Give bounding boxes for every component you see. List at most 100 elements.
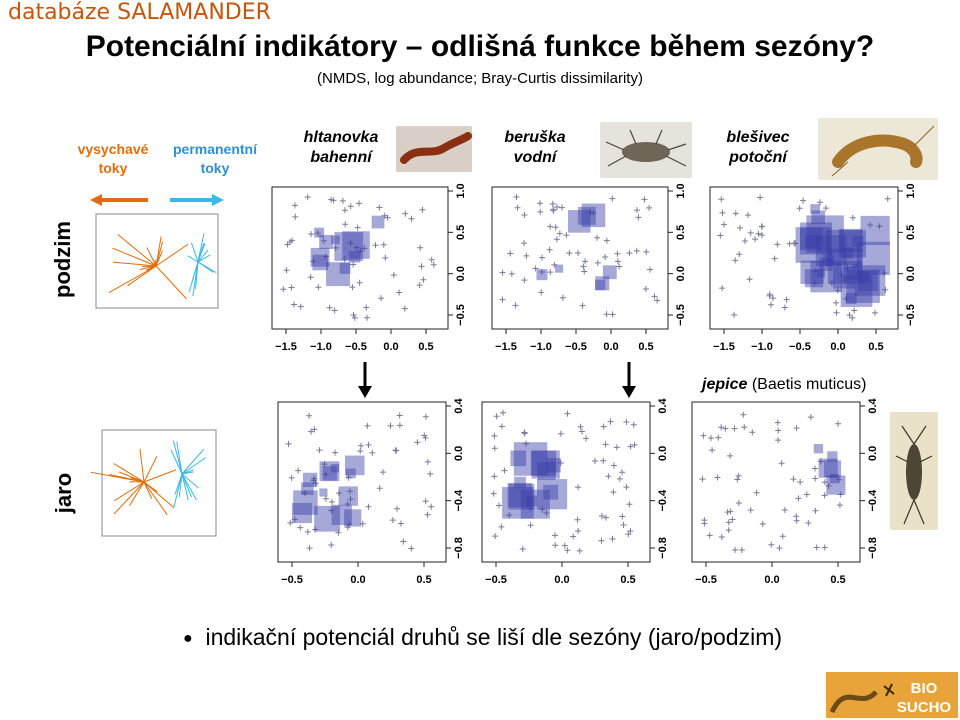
site-marker: [357, 442, 364, 449]
x-tick-label: −1.5: [495, 341, 517, 353]
abundance-square: [829, 474, 839, 484]
site-marker: [786, 240, 793, 247]
site-marker: [719, 285, 726, 292]
site-marker: [740, 411, 747, 418]
site-marker: [308, 428, 315, 435]
site-marker: [720, 221, 727, 228]
arrow-left-icon: [90, 194, 148, 206]
y-tick-label: 0.0: [675, 266, 687, 281]
y-tick-label: −0.5: [675, 304, 687, 326]
site-marker: [813, 544, 820, 551]
site-marker: [345, 474, 352, 481]
site-marker: [416, 282, 423, 289]
site-marker: [633, 247, 640, 254]
site-marker: [842, 277, 849, 284]
site-marker: [350, 311, 357, 318]
site-marker: [424, 511, 431, 518]
site-marker: [280, 286, 287, 293]
abundance-square: [826, 229, 862, 266]
site-marker: [722, 425, 729, 432]
x-tick-label: 0.5: [830, 574, 845, 586]
site-marker: [353, 244, 360, 251]
spring-panel-leech: −0.5 0.0 0.5 0.4 0.0 −0.4 −0.8: [277, 397, 465, 586]
abundance-square: [857, 270, 870, 283]
abundance-square: [840, 275, 873, 307]
site-marker: [564, 410, 571, 417]
abundance-square: [826, 475, 846, 495]
site-marker: [556, 230, 563, 237]
site-link-permanent: [195, 261, 199, 289]
abundance-square: [513, 442, 548, 476]
site-link-permanent: [190, 242, 199, 263]
site-marker: [790, 476, 797, 483]
site-marker: [821, 479, 828, 486]
site-marker: [397, 520, 404, 527]
site-marker: [335, 529, 342, 536]
y-tick-label: −0.8: [867, 537, 879, 559]
site-marker: [552, 542, 559, 549]
species-2-line2: vodní: [513, 149, 557, 166]
site-marker: [735, 499, 742, 506]
y-tick-label: 1.0: [675, 183, 687, 198]
abundance-square: [345, 468, 356, 479]
site-marker: [846, 312, 853, 319]
y-tick-label: 0.5: [675, 225, 687, 240]
site-marker: [579, 302, 586, 309]
site-marker: [651, 293, 658, 300]
abundance-square: [348, 251, 361, 263]
site-marker: [727, 452, 734, 459]
site-marker: [331, 307, 338, 314]
abundance-square: [508, 483, 535, 510]
abundance-square: [602, 265, 617, 280]
site-marker: [419, 206, 426, 213]
site-marker: [363, 304, 370, 311]
gammarus-photo: [818, 118, 938, 180]
abundance-square: [822, 254, 835, 267]
site-marker: [428, 256, 435, 263]
permanent-label-text: permanentní toky: [172, 141, 257, 176]
database-label: databáze SALAMANDER: [8, 0, 271, 25]
site-marker: [781, 506, 788, 513]
site-marker: [791, 240, 798, 247]
site-marker: [619, 513, 626, 520]
abundance-square: [800, 260, 824, 284]
site-marker: [396, 422, 403, 429]
plot-frame: [691, 401, 861, 563]
site-marker: [626, 250, 633, 257]
site-marker: [610, 489, 617, 496]
mayfly-name: jepice: [702, 376, 748, 393]
site-marker: [359, 520, 366, 527]
logo-line1: BIO: [911, 680, 938, 697]
abundance-square: [326, 262, 350, 287]
site-marker: [719, 209, 726, 216]
site-marker: [741, 424, 748, 431]
species-3-line1: blešivec: [726, 129, 790, 146]
site-link-permanent: [197, 233, 205, 263]
site-marker: [389, 517, 396, 524]
logo-line2: SUCHO: [897, 699, 952, 716]
abundance-square: [514, 476, 526, 489]
site-marker: [577, 423, 584, 430]
site-marker: [641, 196, 648, 203]
site-link-intermittent: [139, 448, 145, 483]
site-marker: [797, 478, 804, 485]
site-marker: [881, 269, 888, 276]
site-marker: [781, 304, 788, 311]
site-marker: [812, 507, 819, 514]
site-marker: [574, 249, 581, 256]
mayfly-photo: [890, 412, 938, 530]
site-marker: [603, 237, 610, 244]
abundance-square: [330, 464, 340, 473]
site-marker: [793, 425, 800, 432]
x-tick-label: −0.5: [281, 574, 303, 586]
site-marker: [592, 458, 599, 465]
site-link-intermittent: [143, 456, 158, 483]
site-marker: [725, 519, 732, 526]
abundance-square: [833, 266, 856, 289]
site-marker: [543, 509, 550, 516]
y-tick-label: −0.4: [867, 489, 879, 512]
site-marker: [582, 258, 589, 265]
site-marker: [392, 447, 399, 454]
site-marker: [647, 266, 654, 273]
site-marker: [346, 521, 353, 528]
